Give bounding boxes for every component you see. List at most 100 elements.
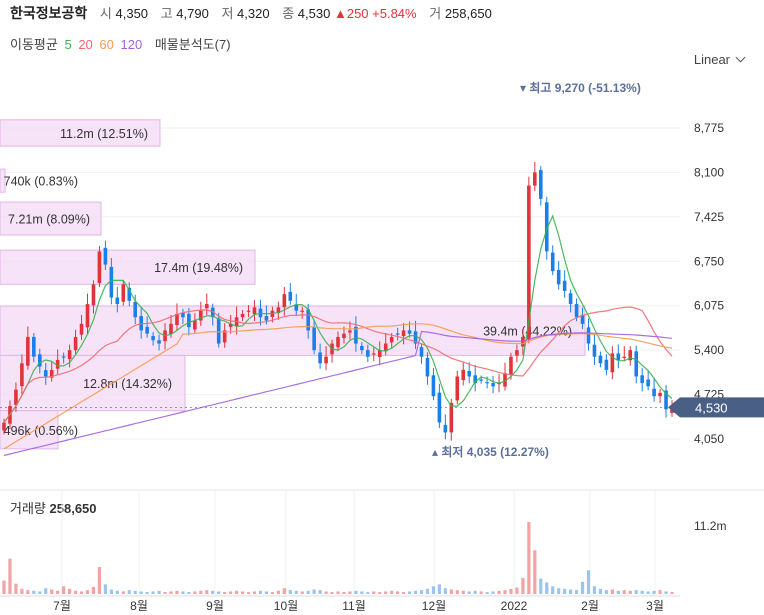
y-tick-label: 5,400 [694,343,724,357]
volume-profile-label: 매물분석도(7) [154,37,231,52]
candle-body [49,369,54,378]
candle-body [592,344,597,357]
candle-body [109,266,114,298]
candle-body [479,379,483,381]
scale-dropdown[interactable]: Linear [694,52,746,67]
volume-bar [539,578,543,594]
high-annotation: ▾ 최고 9,270 (-51.13%) [520,80,641,95]
volume-bar [461,590,465,594]
candle-body [413,331,418,344]
candle-body [312,326,316,351]
volume-bar [8,558,12,594]
candle-body [371,353,376,355]
volume-bar [658,590,662,594]
volume-bar [187,592,191,594]
volume-bar [533,550,537,594]
volume-profile-label: 7.21m (8.09%) [8,213,90,227]
volume-bar [175,590,179,594]
volume-bar [103,584,107,594]
volume-bar [407,591,412,594]
candle-body [407,330,412,334]
volume-profile-bar [0,305,586,356]
candle-body [449,402,454,433]
candle-body [193,320,197,330]
volume-bar [205,590,209,594]
candle-body [425,357,430,377]
volume-bar [479,591,483,594]
y-tick-label: 8,775 [694,121,724,135]
volume-bar [193,591,197,594]
volume-bar [485,592,489,594]
volume-bar [425,588,430,594]
volume-bar [646,591,650,594]
candle-body [503,373,507,387]
volume-bar [545,582,549,594]
candle-body [574,304,579,318]
candle-body [395,333,400,335]
volume-bar [68,588,72,594]
volume-bar [616,590,620,594]
candle-body [169,323,173,334]
candle-body [67,350,72,360]
volume-bar [413,590,418,594]
volume-label: 거 [429,6,442,21]
candle-body [491,383,495,387]
volume-bar [246,592,251,594]
candle-body [103,247,108,265]
candle-body [634,351,639,377]
candle-body [377,350,382,357]
volume-bar [640,590,644,594]
volume-bar [318,590,322,594]
candle-body [61,356,66,358]
low-annotation: ▴ 최저 4,035 (12.27%) [432,444,549,459]
candle-body [467,371,472,377]
candle-body [419,347,424,357]
volume-profile-bar [0,249,256,285]
high-label: 고 [160,6,173,21]
volume-bar [312,589,316,594]
volume-bar [121,591,125,594]
volume-bar [509,588,513,594]
candle-body [568,293,573,305]
candle-body [473,375,477,384]
volume-profile-label: 496k (0.56%) [4,424,78,438]
volume-bar [38,591,42,594]
candle-body [538,170,543,199]
candle-body [97,251,102,284]
volume-bar [491,591,495,594]
candle-body [640,375,644,384]
ma-legend[interactable]: 이동평균 5 20 60 120 매물분석도(7) [10,34,234,53]
candle-body [115,297,120,305]
close-label: 종 [282,6,295,21]
volume-bar [20,588,24,594]
candle-body [55,360,60,369]
candle-body [318,352,322,364]
candle-body [521,336,525,347]
candle-body [14,389,18,405]
candle-body [306,309,310,331]
volume-bar [14,583,18,594]
volume-bar [431,586,436,594]
volume-profile-bar [0,168,6,193]
candle-body [622,356,627,358]
candle-body [85,304,90,328]
candle-body [556,269,561,285]
volume-bar [115,590,119,594]
candle-body [658,392,662,397]
candle-body [354,326,358,344]
volume-bar [32,590,36,594]
candle-body [91,284,96,306]
volume-bar [62,586,66,594]
volume-bar [563,588,567,594]
candle-body [294,304,299,311]
volume-bar [330,592,334,594]
candle-body [222,330,227,343]
candle-body [485,382,489,384]
candle-body [527,185,531,340]
change-value: ▲250 +5.84% [333,6,417,21]
volume-bar [521,577,525,594]
volume-bar [109,589,113,594]
volume-bar [85,590,90,594]
volume-bar [276,590,280,594]
